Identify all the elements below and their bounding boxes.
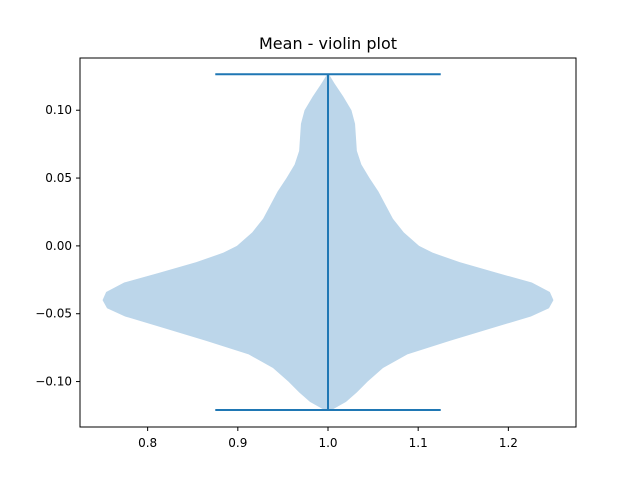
x-tick-label: 0.8	[138, 436, 157, 450]
axes: 0.8 0.9 1.0 1.1 1.2 0.10 0.05 0.00 −0.05 −0.10	[35, 57, 577, 450]
y-tick-label: −0.10	[35, 375, 72, 389]
y-tick-label: −0.05	[35, 307, 72, 321]
x-tick-label: 1.2	[499, 436, 518, 450]
y-tick-label: 0.05	[45, 171, 72, 185]
x-tick-label: 1.0	[318, 436, 337, 450]
chart-title: Mean - violin plot	[259, 34, 397, 53]
x-tick-label: 0.9	[228, 436, 247, 450]
plot-area	[102, 73, 554, 412]
x-tick-label: 1.1	[409, 436, 428, 450]
y-tick-label: 0.10	[45, 103, 72, 117]
y-tick-label: 0.00	[45, 239, 72, 253]
